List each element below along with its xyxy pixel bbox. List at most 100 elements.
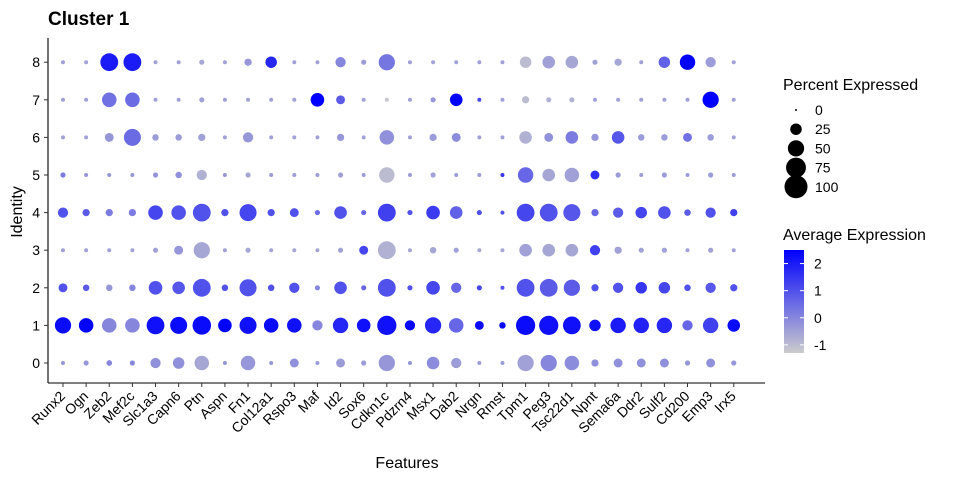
color-legend-label: -1 [814, 337, 827, 353]
dot-point [104, 132, 114, 142]
dot-point [730, 208, 738, 217]
dot-point [312, 320, 323, 331]
x-tick-label: Irx5 [711, 388, 739, 416]
dot-point [612, 207, 624, 218]
dot-point [336, 133, 345, 142]
dot-point [658, 56, 671, 68]
dot-point [129, 360, 135, 366]
dot-point [332, 317, 349, 334]
dot-point [146, 316, 165, 335]
dot-point [705, 57, 716, 68]
dot-point [199, 97, 205, 103]
dot-point [517, 167, 534, 183]
dot-point [658, 282, 671, 294]
dots-layer [54, 53, 741, 372]
dot-point [449, 93, 463, 107]
dot-point [426, 356, 440, 370]
dot-point [591, 133, 599, 142]
x-axis-label: Features [375, 455, 438, 472]
dot-point [315, 361, 320, 365]
dot-point [379, 167, 395, 183]
y-tick-label: 2 [32, 280, 40, 296]
dot-point [58, 283, 68, 293]
dot-point [310, 92, 325, 107]
dot-point [685, 248, 690, 253]
dot-point [361, 173, 366, 177]
dot-point [106, 360, 113, 366]
dot-point [564, 355, 580, 371]
dot-point [499, 322, 506, 329]
y-tick-label: 7 [32, 92, 40, 108]
dot-point [361, 97, 366, 102]
size-legend-label: 0 [815, 102, 823, 118]
color-legend-title: Average Expression [783, 227, 926, 244]
dot-point [519, 56, 532, 68]
dot-point [128, 208, 137, 217]
dot-point [706, 358, 716, 368]
dot-point [239, 279, 257, 297]
dot-point [176, 97, 181, 102]
y-tick-label: 0 [32, 355, 40, 371]
dot-point [315, 60, 320, 65]
dot-point [661, 172, 667, 178]
dot-point [356, 318, 371, 333]
dot-point [378, 354, 395, 372]
size-legend-label: 25 [815, 121, 831, 137]
dot-point [289, 282, 300, 293]
dot-point [500, 285, 505, 290]
dot-point [407, 285, 413, 291]
dot-point [565, 131, 579, 144]
dot-point [222, 135, 227, 140]
dot-point [407, 135, 412, 140]
dot-point [448, 318, 464, 333]
dot-point [269, 248, 274, 253]
dot-point [289, 208, 299, 218]
dot-point [336, 95, 346, 105]
dot-point [334, 281, 347, 295]
dot-point [153, 97, 158, 102]
dot-point [516, 203, 535, 222]
dot-point [175, 134, 182, 141]
dot-point [176, 60, 181, 65]
dot-point [222, 60, 227, 65]
dot-point [198, 133, 206, 142]
dot-point [540, 354, 557, 372]
dot-point [377, 315, 397, 336]
size-legend-label: 100 [815, 179, 839, 195]
dot-point [476, 210, 482, 216]
dot-point [635, 206, 647, 219]
dot-point [269, 173, 274, 177]
dot-point [636, 358, 646, 368]
dot-point [684, 209, 691, 216]
dot-point [196, 169, 207, 181]
dot-point [702, 91, 719, 108]
dot-point [731, 173, 736, 177]
dot-point [130, 173, 135, 177]
dot-point [407, 97, 412, 102]
dot-point [336, 358, 346, 368]
dot-point [61, 248, 65, 253]
dot-point [679, 54, 696, 70]
dot-point [107, 248, 112, 253]
dot-point [269, 361, 274, 365]
dot-point [361, 210, 367, 216]
size-legend-dot [790, 123, 802, 135]
dot-point [500, 361, 505, 365]
dot-point [562, 316, 581, 335]
dot-point [245, 172, 251, 178]
dot-point [148, 280, 163, 295]
color-legend: Average Expression 2 1 0 -1 [783, 227, 926, 353]
dot-point [477, 97, 482, 102]
dot-point [337, 247, 344, 253]
dot-point [563, 204, 581, 222]
dot-point [82, 284, 90, 292]
dot-point [222, 173, 227, 177]
dot-point [361, 360, 367, 366]
dot-point [292, 97, 297, 102]
dot-point [426, 280, 440, 295]
dot-point [334, 206, 347, 219]
dot-point [708, 172, 714, 178]
y-tick-label: 5 [32, 167, 40, 183]
dot-point [130, 248, 135, 253]
